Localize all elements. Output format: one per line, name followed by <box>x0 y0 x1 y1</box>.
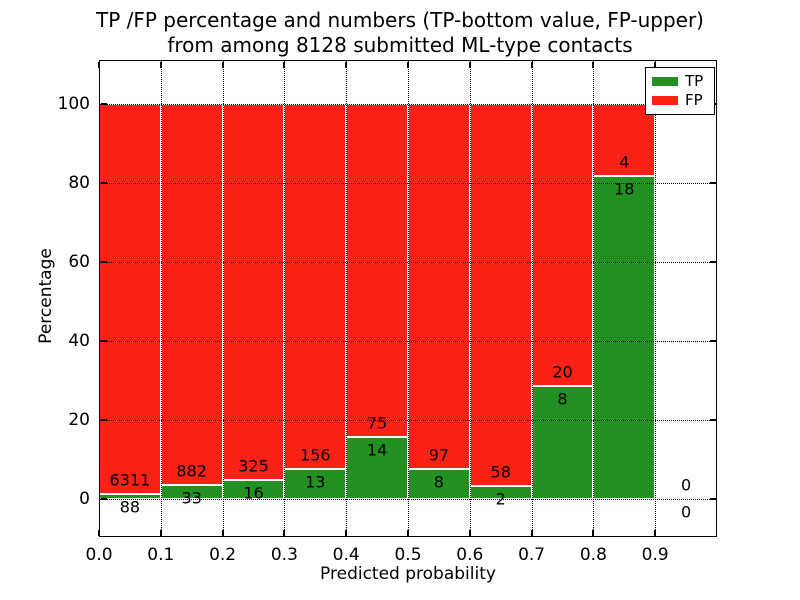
x-tick-label: 0.1 <box>147 545 175 565</box>
tp-count-label: 88 <box>119 497 141 517</box>
fp-count-label: 882 <box>176 461 207 481</box>
legend-entry-tp: TP <box>652 74 708 89</box>
gridline-vertical <box>346 61 348 536</box>
gridline-vertical <box>408 61 409 536</box>
x-tick-mark-top <box>407 61 409 68</box>
y-tick-mark-right <box>709 182 716 184</box>
x-tick-mark <box>530 529 533 536</box>
x-tick-label: 0.0 <box>85 545 113 565</box>
x-tick-mark-top <box>159 61 162 68</box>
tp-count-label: 2 <box>495 489 506 509</box>
gridline-vertical <box>655 61 657 536</box>
x-tick-label: 0.3 <box>270 545 298 565</box>
plot-frame <box>99 60 717 537</box>
y-tick-mark <box>100 498 107 500</box>
gridline-vertical <box>160 61 162 536</box>
x-tick-mark <box>159 529 162 536</box>
y-tick-mark <box>100 340 107 342</box>
fp-count-label: 325 <box>238 456 269 476</box>
gridline-vertical <box>469 61 471 536</box>
x-tick-label: 0.4 <box>332 545 360 565</box>
y-tick-mark-right <box>709 340 716 342</box>
x-tick-mark-top <box>530 61 533 68</box>
tp-count-label: 16 <box>243 483 264 503</box>
x-tick-mark-top <box>654 61 657 68</box>
gridline-vertical <box>531 61 533 536</box>
tp-color-swatch <box>652 77 678 87</box>
y-tick-label: 60 <box>68 252 90 272</box>
x-tick-mark <box>654 529 657 536</box>
y-tick-mark-right <box>709 261 716 263</box>
x-tick-mark-top <box>345 61 348 68</box>
gridline-vertical <box>222 61 224 536</box>
fp-count-label: 97 <box>428 445 450 465</box>
bar-tp <box>346 436 408 499</box>
y-tick-mark-right <box>709 419 716 421</box>
y-tick-label: 40 <box>68 331 90 351</box>
tp-count-label: 13 <box>305 472 326 492</box>
y-tick-label: 0 <box>79 489 90 509</box>
fp-count-label: 0 <box>681 475 692 495</box>
y-tick-mark <box>100 182 107 184</box>
gridline-vertical <box>284 61 286 536</box>
x-tick-mark <box>345 529 348 536</box>
tp-count-label: 18 <box>614 179 635 199</box>
fp-count-label: 75 <box>366 413 388 433</box>
y-tick-label: 100 <box>57 94 90 114</box>
x-tick-mark <box>592 529 595 536</box>
tp-count-label: 8 <box>557 389 568 409</box>
fp-count-label: 156 <box>300 445 331 465</box>
x-tick-mark-top <box>592 61 595 68</box>
x-tick-mark <box>407 529 409 536</box>
y-tick-label: 20 <box>68 410 90 430</box>
x-tick-mark-top <box>221 61 224 68</box>
x-tick-label: 0.2 <box>209 545 237 565</box>
x-tick-label: 0.9 <box>641 545 669 565</box>
bar-fp <box>408 104 470 469</box>
x-tick-label: 0.8 <box>579 545 607 565</box>
y-tick-mark <box>100 261 107 263</box>
bar-fp <box>469 104 532 486</box>
legend-entry-fp: FP <box>652 90 708 109</box>
y-tick-label: 80 <box>68 173 90 193</box>
tp-count-label: 14 <box>366 440 388 460</box>
tp-count-label: 33 <box>181 488 202 508</box>
legend: TP FP <box>645 67 715 115</box>
x-axis-label: Predicted probability <box>320 564 496 584</box>
y-tick-mark-right <box>709 498 716 500</box>
x-tick-label: 0.6 <box>456 545 484 565</box>
bar-tp <box>531 386 594 499</box>
fp-color-swatch <box>652 95 678 105</box>
chart-title: TP /FP percentage and numbers (TP-bottom… <box>0 8 800 58</box>
x-tick-mark-top <box>283 61 286 68</box>
gridline-vertical <box>593 61 595 536</box>
fp-count-label: 58 <box>490 462 511 482</box>
tp-count-label: 0 <box>681 502 692 522</box>
bar-fp <box>593 104 656 176</box>
chart-title-line1: TP /FP percentage and numbers (TP-bottom… <box>96 8 704 32</box>
x-tick-mark <box>468 529 471 536</box>
x-tick-mark <box>221 529 224 536</box>
fp-count-label: 20 <box>552 362 573 382</box>
y-tick-mark <box>100 419 107 421</box>
x-tick-mark <box>283 529 286 536</box>
fp-count-label: 6311 <box>109 470 151 490</box>
x-tick-label: 0.7 <box>518 545 546 565</box>
x-tick-label: 0.5 <box>394 545 422 565</box>
tp-count-label: 8 <box>433 472 444 492</box>
legend-label-fp: FP <box>685 90 703 109</box>
x-tick-mark-top <box>468 61 471 68</box>
y-tick-mark <box>100 103 107 105</box>
bar-fp <box>531 104 594 387</box>
legend-label-tp: TP <box>685 72 704 91</box>
bar-tp <box>284 468 347 499</box>
fp-count-label: 4 <box>619 152 630 172</box>
chart-title-line2: from among 8128 submitted ML-type contac… <box>167 33 633 57</box>
bar-tp <box>593 175 656 499</box>
